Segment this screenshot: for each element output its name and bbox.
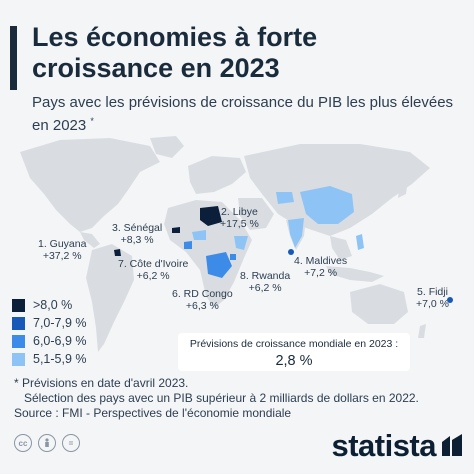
legend-label: 6,0-6,9 % (33, 334, 87, 348)
cotedivoire-shape (184, 241, 192, 249)
page-title: Les économies à forte croissance en 2023 (32, 22, 318, 83)
legend-swatch (12, 316, 25, 330)
japan (398, 180, 408, 198)
label-guyana: 1. Guyana +37,2 % (38, 238, 86, 262)
country-name: 3. Sénégal (112, 222, 163, 234)
legend-label: 5,1-5,9 % (33, 352, 87, 366)
world-growth-label: Prévisions de croissance mondiale en 202… (189, 338, 399, 350)
footnote-source: Source : FMI - Perspectives de l'économi… (14, 406, 292, 420)
legend-item: 7,0-7,9 % (12, 314, 87, 332)
central-asia-shape (276, 192, 294, 204)
cc-icon[interactable]: cc (14, 434, 32, 452)
title-accent-bar (10, 26, 17, 90)
country-name: 1. Guyana (38, 238, 87, 250)
subtitle-footnote-mark: * (90, 116, 94, 126)
page-subtitle: Pays avec les prévisions de croissance d… (32, 93, 462, 135)
country-value: +6,3 % (185, 300, 219, 312)
legend-swatch (12, 298, 25, 312)
subtitle-text: Pays avec les prévisions de croissance d… (32, 94, 454, 134)
country-name: 2. Libye (221, 206, 258, 218)
country-name: 5. Fidji (417, 286, 448, 298)
license-icons: cc = (14, 434, 86, 452)
maldives-marker (288, 249, 294, 255)
country-value: +37,2 % (42, 250, 82, 262)
country-value: +17,5 % (220, 218, 259, 230)
philippines-shape (356, 234, 364, 250)
indonesia (326, 266, 384, 282)
country-value: +7,0 % (416, 298, 449, 310)
southeast-asia (330, 236, 352, 260)
legend-swatch (12, 352, 25, 366)
legend-label: >8,0 % (33, 298, 73, 312)
label-libye: 2. Libye +17,5 % (220, 206, 259, 230)
china-highlight (300, 186, 354, 224)
footnotes: * Prévisions en date d'avril 2023. Sélec… (14, 376, 464, 421)
india-highlight (288, 218, 304, 248)
rdcongo-shape (206, 252, 232, 278)
europe (188, 156, 246, 194)
legend-item: >8,0 % (12, 296, 87, 314)
label-rwanda: 8. Rwanda +6,2 % (240, 270, 290, 294)
new-zealand (418, 324, 426, 338)
country-name: 7. Côte d'Ivoire (118, 258, 189, 270)
statista-logo[interactable]: statista (331, 428, 436, 463)
country-value: +7,2 % (304, 267, 338, 279)
country-name: 8. Rwanda (240, 270, 291, 282)
country-value: +8,3 % (120, 234, 154, 246)
south-america (86, 244, 134, 352)
legend-swatch (12, 334, 25, 348)
senegal-shape (172, 227, 180, 233)
country-value: +6,2 % (136, 270, 170, 282)
world-growth-box: Prévisions de croissance mondiale en 202… (178, 333, 410, 371)
world-growth-value: 2,8 % (275, 353, 313, 369)
guyana-shape (114, 249, 121, 256)
country-name: 4. Maldives (294, 255, 348, 267)
label-senegal: 3. Sénégal +8,3 % (112, 222, 162, 246)
north-america (20, 138, 160, 232)
country-name: 6. RD Congo (172, 288, 233, 300)
greenland (150, 136, 184, 158)
australia (350, 284, 408, 324)
legend-label: 7,0-7,9 % (33, 316, 87, 330)
label-rdcongo: 6. RD Congo +6,3 % (172, 288, 233, 312)
by-icon[interactable] (38, 434, 56, 452)
nd-icon[interactable]: = (62, 434, 80, 452)
libye-shape (200, 206, 222, 226)
footer: cc = statista (0, 420, 474, 474)
middle-east (238, 198, 274, 230)
statista-mark-icon (442, 434, 462, 456)
africa (164, 200, 252, 308)
footnote-date: * Prévisions en date d'avril 2023. (14, 376, 189, 390)
west-africa-shape (192, 230, 206, 240)
world-map (20, 136, 453, 352)
legend-item: 5,1-5,9 % (12, 350, 87, 368)
fidji-marker (447, 297, 453, 303)
footnote-selection: Sélection des pays avec un PIB supérieur… (24, 391, 419, 405)
legend-item: 6,0-6,9 % (12, 332, 87, 350)
label-maldives: 4. Maldives +7,2 % (294, 255, 347, 279)
rwanda-shape (230, 254, 236, 260)
country-value: +6,2 % (248, 282, 282, 294)
map-legend: >8,0 % 7,0-7,9 % 6,0-6,9 % 5,1-5,9 % (12, 296, 87, 368)
label-fidji: 5. Fidji +7,0 % (416, 286, 449, 310)
highlighted-countries (114, 186, 453, 303)
central-america (80, 232, 100, 248)
east-africa-shape (234, 236, 248, 250)
label-cotedivoire: 7. Côte d'Ivoire +6,2 % (118, 258, 188, 282)
